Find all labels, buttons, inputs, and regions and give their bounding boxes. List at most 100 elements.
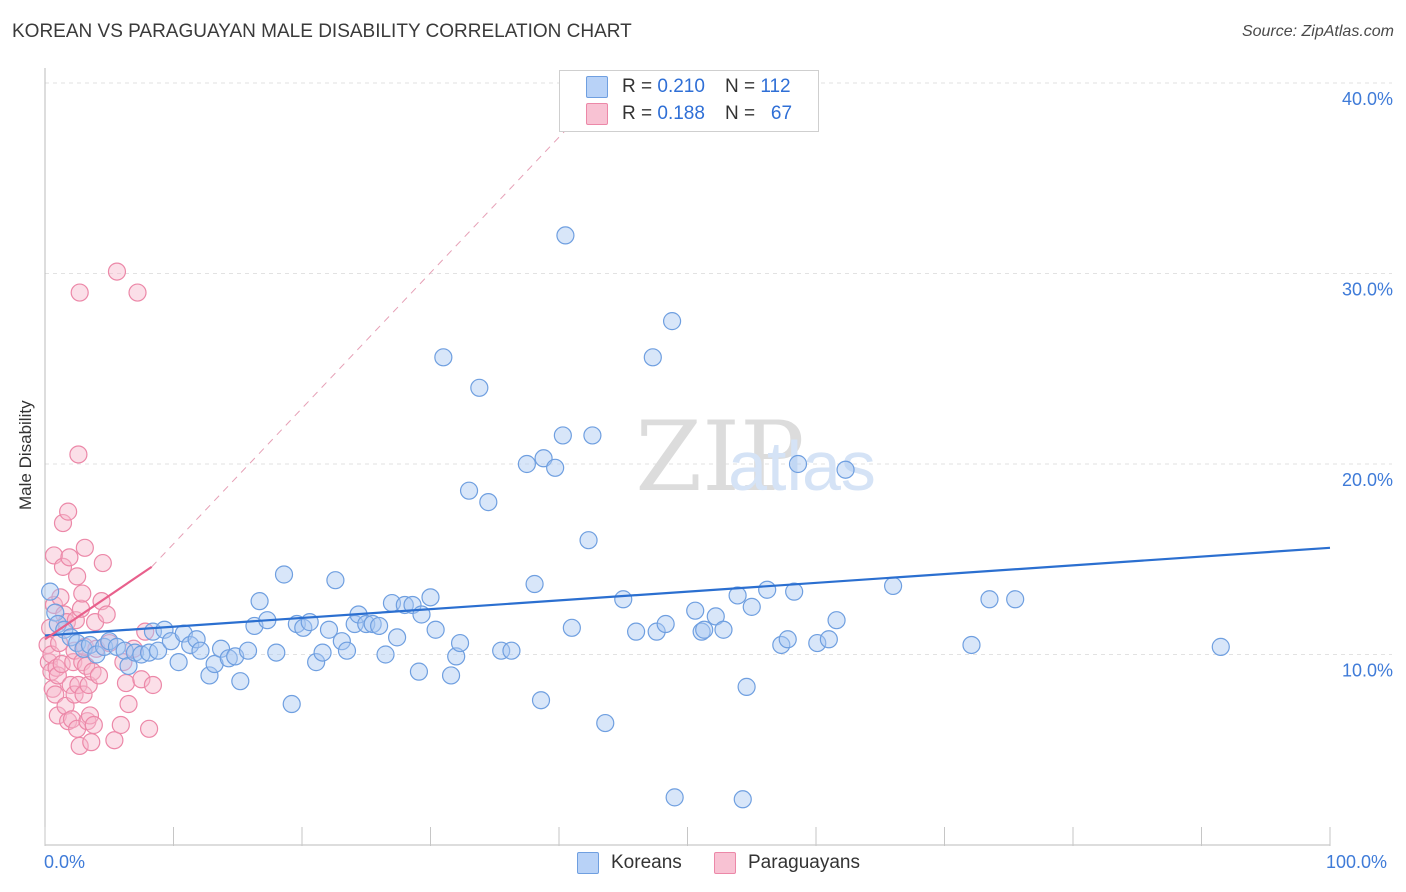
korean-point	[556, 226, 575, 245]
korean-point	[836, 460, 855, 479]
korean-point	[95, 637, 114, 656]
paraguayan-point	[107, 262, 127, 281]
korean-point	[614, 590, 633, 609]
paraguayan-point	[93, 553, 112, 573]
paraguayan-point	[46, 685, 65, 704]
paraguayan-point	[132, 670, 151, 689]
korean-point	[187, 630, 206, 649]
koreans-trend-line	[44, 546, 1331, 637]
paraguayan-point	[69, 445, 88, 464]
korean-point	[274, 565, 294, 584]
korean-point	[41, 582, 60, 601]
korean-point	[426, 620, 445, 639]
koreans-swatch	[586, 76, 608, 98]
korean-point	[219, 649, 238, 668]
korean-point	[459, 481, 479, 500]
paraguayans-points	[38, 262, 163, 756]
watermark-zip: ZIP	[635, 401, 804, 513]
paraguayans-trend-line	[44, 565, 153, 641]
paraguayan-point	[48, 666, 67, 685]
paraguayan-point	[53, 513, 73, 533]
korean-point	[827, 611, 846, 630]
paraguayan-point	[119, 694, 138, 714]
source-label: Source: ZipAtlas.com	[1241, 23, 1394, 40]
korean-point	[758, 580, 777, 599]
legend-n-label: N =	[724, 103, 756, 124]
korean-point	[470, 378, 489, 397]
korean-point	[313, 643, 332, 662]
korean-point	[695, 620, 714, 639]
korean-point	[1211, 637, 1230, 656]
korean-point	[191, 641, 210, 660]
korean-point	[531, 691, 551, 710]
korean-point	[282, 694, 301, 714]
paraguayan-point	[70, 736, 89, 756]
watermark-atlas: atlas	[728, 427, 876, 505]
korean-point	[148, 641, 168, 660]
paraguayan-point	[80, 706, 100, 725]
korean-point	[778, 630, 797, 649]
y-axis-label: Male Disability	[16, 400, 35, 510]
correlation-legend: R = 0.210 N = 112 R = 0.188 N = 67	[559, 70, 819, 132]
koreans-points	[41, 226, 1230, 809]
paraguayan-point	[89, 666, 109, 685]
paraguayan-point	[128, 283, 147, 302]
korean-point	[662, 312, 682, 331]
paraguayan-point	[48, 706, 67, 725]
chart-title: KOREAN VS PARAGUAYAN MALE DISABILITY COR…	[12, 21, 632, 42]
korean-point	[819, 630, 838, 649]
korean-point	[686, 601, 705, 620]
korean-point	[742, 597, 761, 616]
paraguayan-point	[111, 715, 130, 735]
korean-point	[737, 677, 756, 696]
korean-point	[1006, 590, 1025, 609]
paraguayan-point	[105, 731, 124, 750]
korean-point	[307, 653, 326, 672]
korean-point	[395, 595, 414, 615]
korean-point	[169, 653, 188, 672]
bottom-legend-paraguayans: Paraguayans	[714, 852, 860, 874]
paraguayan-point	[53, 557, 73, 576]
paraguayan-point	[60, 548, 79, 567]
paraguayan-point	[97, 605, 116, 624]
korean-point	[808, 633, 827, 653]
korean-point	[665, 788, 684, 807]
korean-point	[370, 616, 389, 636]
legend-r-value: 0.188	[657, 103, 705, 124]
paraguayan-point	[61, 675, 80, 695]
korean-point	[626, 622, 646, 641]
korean-point	[656, 614, 675, 634]
paraguayans-swatch	[714, 852, 736, 874]
korean-point	[517, 454, 536, 474]
korean-point	[492, 641, 511, 660]
korean-point	[267, 643, 286, 662]
korean-point	[562, 618, 581, 637]
korean-point	[326, 571, 345, 590]
korean-point	[238, 641, 258, 660]
bottom-legend-koreans: Koreans	[577, 852, 682, 874]
korean-point	[319, 620, 339, 639]
paraguayan-point	[84, 715, 103, 735]
korean-point	[450, 633, 470, 653]
korean-point	[553, 426, 572, 445]
korean-point	[692, 622, 711, 641]
paraguayan-point	[52, 654, 71, 674]
korean-point	[46, 603, 65, 622]
korean-point	[155, 620, 174, 639]
y-tick-label: 10.0%	[1342, 661, 1393, 681]
gridlines	[45, 82, 1392, 655]
paraguayan-point	[143, 675, 163, 695]
korean-point	[980, 590, 999, 609]
paraguayan-point	[69, 675, 88, 695]
korean-point	[579, 531, 598, 550]
korean-point	[363, 614, 382, 634]
paraguayan-point	[70, 283, 89, 302]
korean-point	[733, 790, 752, 809]
paraguayans-label: Paraguayans	[748, 852, 860, 873]
korean-point	[962, 635, 981, 655]
paraguayan-point	[75, 538, 94, 557]
korean-point	[643, 348, 662, 367]
korean-point	[583, 426, 602, 445]
korean-point	[139, 643, 159, 662]
